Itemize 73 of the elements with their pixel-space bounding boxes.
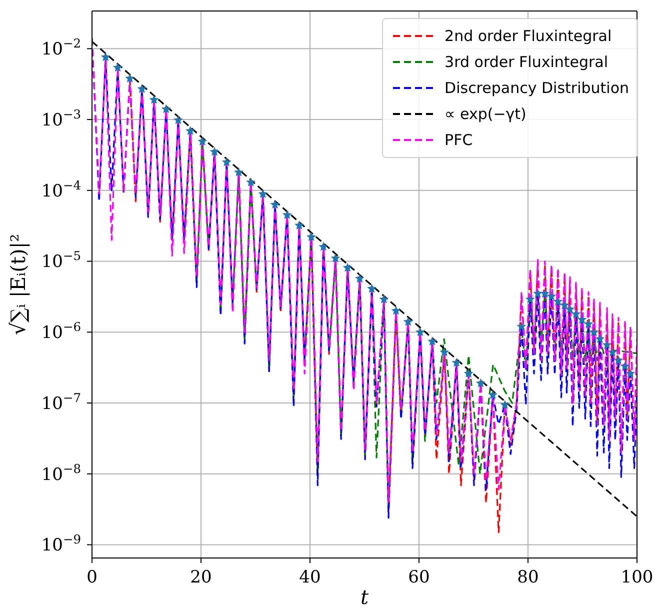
point	[258, 188, 268, 198]
legend-label: PFC	[444, 131, 473, 149]
point	[306, 232, 316, 242]
point	[198, 136, 208, 146]
point	[391, 306, 401, 315]
legend-label: 3rd order Fluxintegral	[444, 53, 608, 71]
y-tick-label: 10$^{−4}$	[41, 178, 82, 202]
point	[546, 291, 556, 300]
point	[149, 94, 159, 104]
point	[620, 361, 630, 370]
point	[440, 347, 450, 356]
point	[464, 368, 474, 378]
y-tick-label: 10$^{−7}$	[41, 390, 81, 414]
point	[161, 104, 171, 114]
point	[476, 378, 486, 388]
point	[210, 146, 220, 156]
x-tick-label: 60	[408, 568, 430, 588]
point	[540, 288, 550, 298]
point	[367, 284, 377, 293]
point	[173, 115, 183, 124]
y-tick-label: 10$^{−6}$	[41, 320, 82, 344]
point	[560, 300, 570, 310]
point	[626, 368, 636, 378]
legend-label: Discrepancy Distribution	[444, 79, 629, 97]
point	[125, 73, 135, 82]
x-tick-label: 80	[517, 568, 539, 588]
point	[553, 296, 563, 306]
x-tick-label: 100	[620, 568, 654, 588]
point	[354, 274, 364, 283]
legend-label: ∝ exp(−γt)	[444, 105, 526, 123]
point	[318, 242, 328, 251]
point	[488, 390, 498, 399]
x-axis-title: t	[360, 585, 370, 609]
point	[222, 157, 232, 166]
point	[595, 334, 605, 344]
point	[565, 304, 575, 314]
point	[589, 327, 599, 336]
y-tick-label: 10$^{−2}$	[41, 36, 81, 60]
point	[571, 309, 581, 318]
x-tick-label: 20	[190, 568, 212, 588]
point	[584, 319, 594, 328]
point	[330, 253, 340, 262]
point	[186, 126, 196, 135]
point	[500, 400, 510, 409]
x-tick-label: 40	[299, 568, 321, 588]
point	[137, 84, 147, 94]
point	[614, 355, 624, 364]
point	[342, 262, 352, 272]
point	[602, 340, 612, 349]
legend-label: 2nd order Fluxintegral	[444, 27, 612, 45]
point	[270, 200, 280, 209]
x-tick-label: 0	[86, 568, 98, 588]
point	[533, 288, 543, 298]
point	[577, 314, 587, 324]
point	[403, 316, 413, 326]
y-tick-label: 10$^{−8}$	[41, 462, 81, 485]
point	[294, 220, 304, 230]
y-tick-label: 10$^{−5}$	[41, 249, 81, 272]
point	[282, 210, 292, 220]
point	[379, 294, 389, 304]
point	[452, 358, 462, 367]
point	[516, 322, 526, 331]
point	[246, 177, 256, 186]
point	[608, 347, 618, 356]
point	[100, 52, 110, 62]
y-axis-title: √∑ᵢ |Eᵢ(t)|²	[6, 234, 30, 336]
point	[525, 294, 535, 304]
point	[112, 62, 122, 72]
y-tick-label: 10$^{−9}$	[41, 532, 81, 556]
point	[428, 336, 438, 346]
y-tick-label: 10$^{−3}$	[41, 107, 81, 130]
point	[234, 167, 244, 176]
point	[415, 327, 425, 336]
